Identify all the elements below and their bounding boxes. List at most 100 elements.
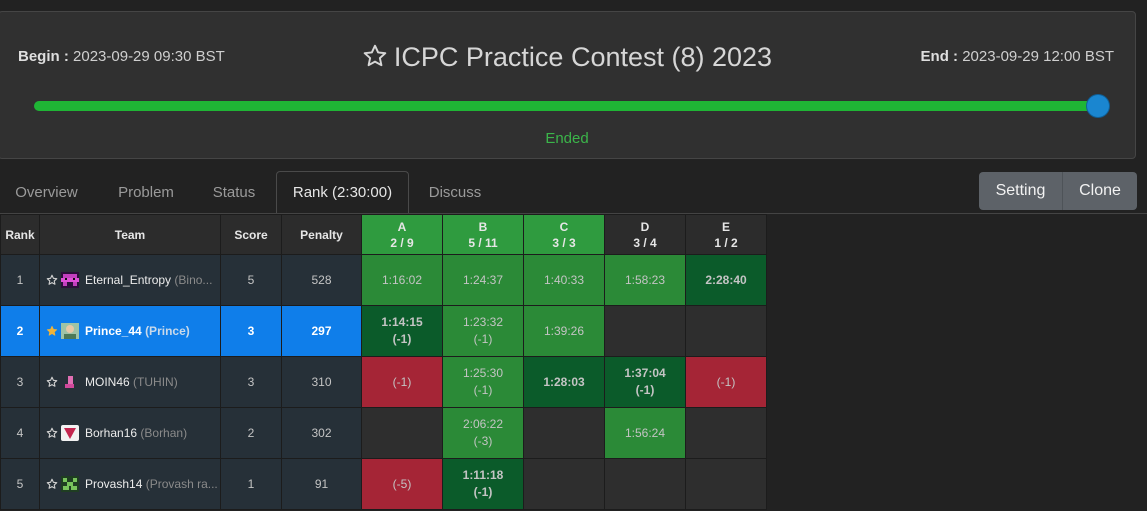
penalty-cell: 91 xyxy=(281,458,362,510)
end-value: 2023-09-29 12:00 BST xyxy=(962,48,1114,65)
star-icon[interactable] xyxy=(46,478,58,493)
team-name[interactable]: Provash14 xyxy=(85,476,143,491)
penalty-cell: 297 xyxy=(281,305,362,357)
problem-cell[interactable] xyxy=(604,305,686,357)
rank-header[interactable]: Rank xyxy=(0,214,40,255)
team-name[interactable]: Borhan16 xyxy=(85,425,138,440)
contest-status: Ended xyxy=(545,130,589,147)
wrong-tries: (-1) xyxy=(716,375,736,389)
problem-cell[interactable] xyxy=(685,305,767,357)
team-name[interactable]: Eternal_Entropy xyxy=(85,272,172,287)
solve-time: 1:16:02 xyxy=(381,272,423,287)
team-member: (Borhan) xyxy=(140,425,188,440)
problem-cell[interactable]: 2:06:22 (-3) xyxy=(442,407,524,459)
wrong-tries: (-3) xyxy=(473,434,493,448)
problem-cell[interactable]: 1:11:18 (-1) xyxy=(442,458,524,510)
table-row: 1 Eternal_Entropy (Bino... 5 528 1:16:02 1:24… xyxy=(0,254,767,306)
solve-time: 1:25:30 xyxy=(462,366,504,380)
problem-cell[interactable]: 1:25:30 (-1) xyxy=(442,356,524,408)
begin-label: Begin : xyxy=(18,48,69,65)
end-time: End : 2023-09-29 12:00 BST xyxy=(921,48,1114,65)
problem-cell[interactable] xyxy=(523,458,605,510)
tab-discuss[interactable]: Discuss xyxy=(428,184,482,201)
solve-time: 1:11:18 xyxy=(462,468,504,482)
star-icon[interactable] xyxy=(46,376,58,391)
team-cell: Borhan16 (Borhan) xyxy=(39,407,221,459)
problem-cell[interactable]: 1:39:26 xyxy=(523,305,605,357)
rank-cell: 4 xyxy=(0,407,40,459)
solve-time: 2:06:22 xyxy=(462,417,504,431)
contest-header: Begin : 2023-09-29 09:30 BST ICPC Practi… xyxy=(0,11,1136,159)
problem-cell[interactable] xyxy=(685,458,767,510)
contest-title-text: ICPC Practice Contest (8) 2023 xyxy=(393,42,773,72)
wrong-tries: (-5) xyxy=(392,477,412,491)
solve-time: 1:56:24 xyxy=(624,425,666,440)
problem-letter: B xyxy=(478,219,488,234)
score-cell: 1 xyxy=(220,458,282,510)
problem-letter: D xyxy=(640,219,650,234)
problem-cell[interactable] xyxy=(361,407,443,459)
avatar xyxy=(61,424,79,441)
end-label: End : xyxy=(920,48,959,65)
wrong-tries: (-1) xyxy=(473,485,493,499)
team-header[interactable]: Team xyxy=(39,214,221,255)
problem-cell[interactable] xyxy=(604,458,686,510)
wrong-tries: (-1) xyxy=(392,375,412,389)
star-icon[interactable] xyxy=(46,427,58,442)
problem-letter: C xyxy=(559,219,569,234)
wrong-tries: (-1) xyxy=(473,383,493,397)
problem-cell[interactable]: 1:23:32 (-1) xyxy=(442,305,524,357)
contest-tabs: Overview Problem Status Rank (2:30:00) D… xyxy=(0,171,970,214)
favorite-star-icon[interactable] xyxy=(362,43,388,76)
problem-cell[interactable]: 2:28:40 xyxy=(685,254,767,306)
tabs-divider xyxy=(0,213,1147,214)
star-icon[interactable] xyxy=(46,274,58,289)
solve-time: 1:37:04 xyxy=(624,366,666,380)
tab-rank[interactable]: Rank (2:30:00) xyxy=(276,171,409,214)
score-cell: 2 xyxy=(220,407,282,459)
problem-cell[interactable]: 1:28:03 xyxy=(523,356,605,408)
problem-cell[interactable]: (-1) xyxy=(685,356,767,408)
problem-cell[interactable] xyxy=(685,407,767,459)
problem-cell[interactable]: 1:14:15 (-1) xyxy=(361,305,443,357)
clone-button[interactable]: Clone xyxy=(1063,172,1137,210)
table-row: 3 MOIN46 (TUHIN) 3 310 (-1) 1:25:30 (-1) 1:28:0… xyxy=(0,356,767,408)
wrong-tries: (-1) xyxy=(473,332,493,346)
problem-cell[interactable]: 1:37:04 (-1) xyxy=(604,356,686,408)
score-cell: 5 xyxy=(220,254,282,306)
star-filled-icon[interactable] xyxy=(46,325,58,340)
problem-cell[interactable]: (-1) xyxy=(361,356,443,408)
problem-cell[interactable]: (-5) xyxy=(361,458,443,510)
progress-slider-handle[interactable] xyxy=(1087,95,1109,117)
problem-cell[interactable]: 1:24:37 xyxy=(442,254,524,306)
problem-stat: 2 / 9 xyxy=(390,235,414,250)
team-cell: Prince_44 (Prince) xyxy=(39,305,221,357)
tab-overview[interactable]: Overview xyxy=(15,184,78,201)
solve-time: 1:58:23 xyxy=(624,272,666,287)
tab-status[interactable]: Status xyxy=(212,184,256,201)
problem-cell[interactable]: 1:56:24 xyxy=(604,407,686,459)
team-cell: Provash14 (Provash ra... xyxy=(39,458,221,510)
problem-cell[interactable] xyxy=(523,407,605,459)
problem-cell[interactable]: 1:58:23 xyxy=(604,254,686,306)
contest-title: ICPC Practice Contest (8) 2023 xyxy=(0,42,1135,76)
problem-cell[interactable]: 1:40:33 xyxy=(523,254,605,306)
team-member: (Prince) xyxy=(145,323,190,338)
table-row: 2 Prince_44 (Prince) 3 297 1:14:15 (-1) 1:23:3… xyxy=(0,305,767,357)
setting-button[interactable]: Setting xyxy=(979,172,1063,210)
contest-progress-bar xyxy=(34,95,1109,117)
tab-problem[interactable]: Problem xyxy=(118,184,174,201)
team-name[interactable]: Prince_44 xyxy=(85,323,142,338)
problem-cell[interactable]: 1:16:02 xyxy=(361,254,443,306)
score-header[interactable]: Score xyxy=(220,214,282,255)
solve-time: 1:39:26 xyxy=(543,323,585,338)
team-name[interactable]: MOIN46 xyxy=(85,374,130,389)
penalty-header[interactable]: Penalty xyxy=(281,214,362,255)
action-buttons: Setting Clone xyxy=(979,172,1137,210)
